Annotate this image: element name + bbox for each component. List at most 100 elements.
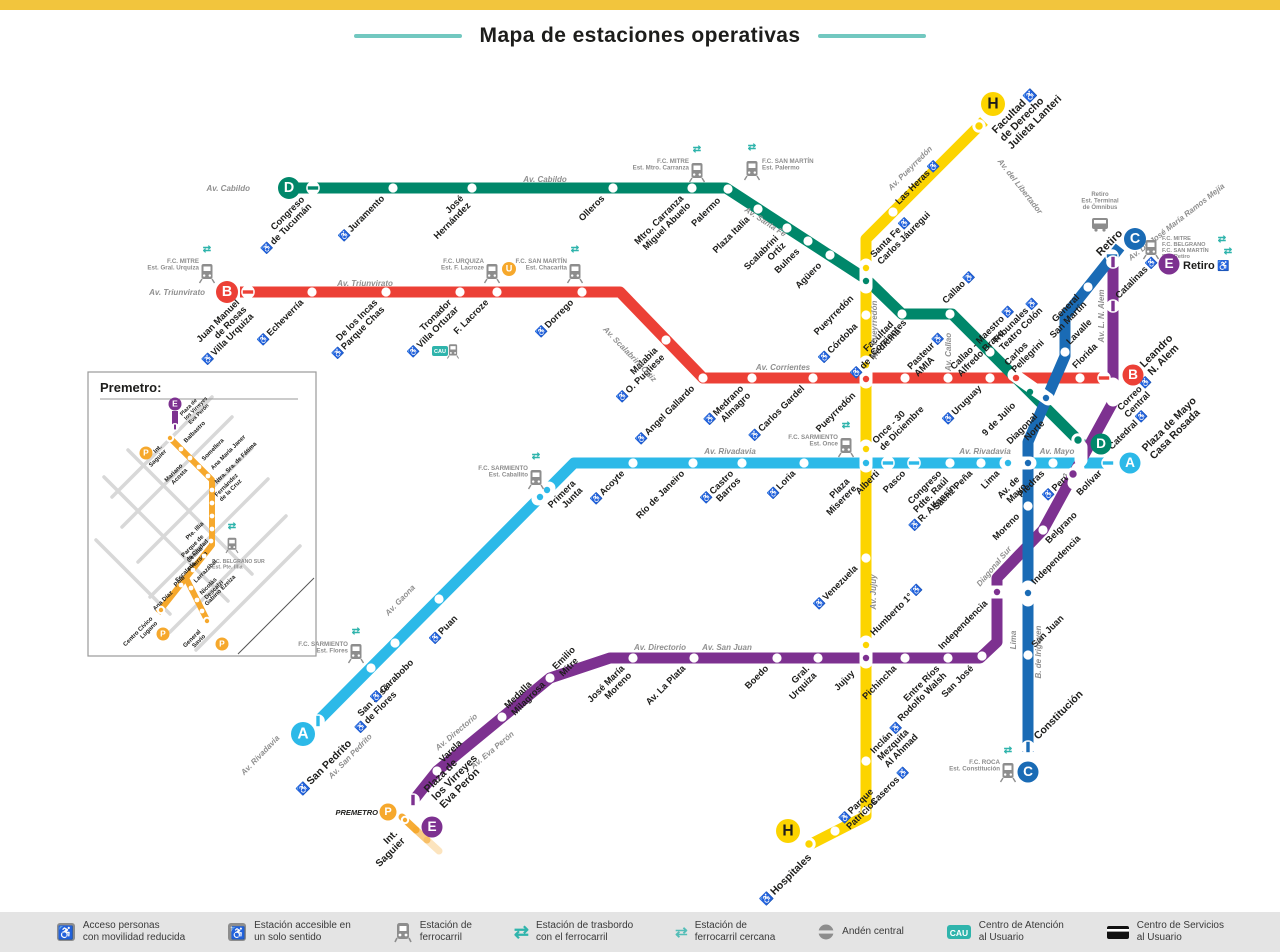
- station-label: ♿ MedranoAlmagro: [702, 383, 752, 433]
- legend-label: Andén central: [842, 926, 904, 938]
- station-marker: [209, 513, 215, 519]
- station-label: ♿ Venezuela: [812, 563, 860, 611]
- station-marker: [467, 183, 477, 193]
- transfer-dot: [1026, 388, 1034, 396]
- station-marker: [945, 458, 955, 468]
- transfer-dot: [862, 277, 870, 285]
- transfer-arrows-icon: ⇄: [532, 451, 541, 462]
- street-label: Av. Triunvirato: [336, 279, 393, 288]
- street-label: Av. del Libertador: [995, 156, 1045, 216]
- train-icon: [393, 921, 413, 943]
- station-label: ♿ Puan: [428, 613, 460, 645]
- legend-label: Estación de: [419, 920, 472, 932]
- transfer-dot: [1012, 374, 1020, 382]
- svg-text:E: E: [427, 819, 436, 834]
- street-label: PREMETRO: [335, 808, 378, 817]
- inset-street: [120, 415, 234, 529]
- street-label: Av. Callao: [944, 333, 953, 372]
- line-badge-D: [1090, 433, 1112, 455]
- station-marker: [808, 373, 818, 383]
- station-marker: [381, 287, 391, 297]
- svg-text:♿: ♿: [58, 925, 74, 940]
- train-icon: [446, 344, 460, 359]
- transfer-dot: [993, 588, 1001, 596]
- station-label: Boedo: [743, 663, 771, 691]
- railway-label: F.C. SAN MARTÍN Est. Palermo: [762, 157, 814, 172]
- transfer-arrows-icon: ⇄: [693, 144, 702, 155]
- inset-street: [136, 446, 254, 564]
- railway-label: F.C. ROCA Est. Constitución: [949, 759, 1000, 773]
- station-label: Mtro. CarranzaMiguel Abuelo: [632, 193, 693, 254]
- station-marker: [688, 458, 698, 468]
- station-marker: [747, 373, 757, 383]
- svg-text:B: B: [1128, 367, 1138, 382]
- station-marker: [977, 651, 987, 661]
- svg-text:U: U: [506, 264, 513, 274]
- station-marker: [1048, 458, 1058, 468]
- line-badge-D: [278, 177, 300, 199]
- transfer-dot: [543, 486, 551, 494]
- header: Mapa de estaciones operativas: [0, 10, 1280, 62]
- railway-label: F.C. SAN MARTÍN Est. Chacarita: [515, 257, 567, 272]
- svg-text:E: E: [1164, 256, 1173, 271]
- line-badge-P: [215, 637, 229, 651]
- station-label: ♿ Echeverría: [256, 297, 306, 347]
- station-label: Lima: [979, 468, 1002, 491]
- svg-text:C: C: [1023, 764, 1033, 779]
- transfer-connector: [1007, 368, 1055, 406]
- street-label: Av. Cabildo: [522, 175, 567, 184]
- svg-text:♿: ♿: [231, 926, 246, 940]
- transfer-arrows-icon: ⇄: [203, 244, 212, 255]
- street-label: Av. Triunvirato: [148, 288, 205, 297]
- wheelchair-oneway-icon: ♿ ↑: [227, 922, 247, 942]
- station-marker: [187, 455, 193, 461]
- svg-text:P: P: [219, 638, 225, 648]
- station-marker: [628, 653, 638, 663]
- svg-text:B: B: [222, 284, 232, 300]
- station-marker: [945, 309, 955, 319]
- title-dash-left-icon: [353, 34, 462, 38]
- station-marker: [209, 487, 215, 493]
- station-label: Florida: [1070, 341, 1100, 371]
- station-label: Congreso♿ de Tucumán: [253, 194, 314, 255]
- central-platform-icon: [817, 923, 836, 941]
- premetro-fade: [423, 836, 443, 855]
- line-badge-B: [216, 281, 238, 303]
- train-icon: [566, 264, 584, 284]
- street-label: Av. San Juan: [701, 643, 752, 652]
- station-label: Facultad ♿de DerechoJulieta Lanteri: [990, 77, 1065, 152]
- svg-text:E: E: [172, 398, 178, 408]
- station-marker: [178, 446, 184, 452]
- station-marker: [194, 597, 200, 603]
- station-label: LeandroN. Alem: [1138, 332, 1184, 378]
- transfer-arrows-icon: ⇄: [513, 921, 529, 942]
- station-marker: [861, 806, 871, 816]
- railway-label: F.C. SARMIENTO Est. Once: [788, 434, 838, 448]
- transfer-arrows-icon: ⇄: [571, 244, 580, 255]
- station-marker: [661, 335, 671, 345]
- station-marker: [1060, 347, 1070, 357]
- transfer-arrows-icon: ⇄: [748, 142, 757, 153]
- inset-street: [110, 395, 214, 499]
- title-dash-right-icon: [818, 34, 927, 38]
- station-marker: [199, 608, 205, 614]
- line-badge-U: [502, 262, 516, 276]
- station-marker: [1083, 282, 1093, 292]
- train-icon: [999, 763, 1017, 783]
- station-marker: [1023, 650, 1033, 660]
- station-marker: [400, 815, 410, 825]
- station-marker: [689, 653, 699, 663]
- inset-title: Premetro:: [100, 380, 161, 395]
- station-marker: [492, 287, 502, 297]
- nearby-arrows-icon: ⇄: [675, 924, 688, 941]
- station-label: ♿ Loria: [766, 468, 798, 500]
- legend-label: al Usuario: [978, 932, 1024, 943]
- station-marker: [201, 553, 207, 559]
- station-marker: [737, 458, 747, 468]
- station-label: José MaríaMoreno: [585, 663, 634, 712]
- street-label: Av. Pueyrredón: [870, 301, 879, 361]
- train-icon: [225, 537, 239, 554]
- top-accent-bar: [0, 0, 1280, 10]
- station-marker: [900, 373, 910, 383]
- station-marker: [366, 663, 376, 673]
